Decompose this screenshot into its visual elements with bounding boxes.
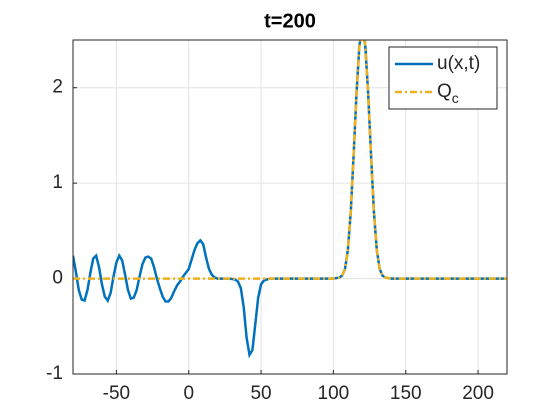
legend-box xyxy=(388,46,498,110)
y-tick-label: 2 xyxy=(52,77,63,98)
y-tick-label: 0 xyxy=(52,268,63,289)
legend: u(x,t) Qc xyxy=(388,46,498,110)
plot-lines xyxy=(73,40,507,359)
y-tick-label: 1 xyxy=(52,172,63,193)
x-tick-label: 50 xyxy=(250,383,271,404)
chart-title: t=200 xyxy=(264,10,316,32)
legend-label: Qc xyxy=(437,81,459,106)
y-tick-label: -1 xyxy=(46,363,63,384)
legend-label-sub: c xyxy=(452,90,459,106)
legend-label-part: Q xyxy=(437,81,452,102)
series-line xyxy=(73,40,507,280)
x-tick-label: 200 xyxy=(462,383,494,404)
legend-label: u(x,t) xyxy=(437,53,480,74)
x-tick-label: -50 xyxy=(103,383,130,404)
x-tick-label: 100 xyxy=(318,383,350,404)
axes-box xyxy=(72,39,508,375)
x-tick-label: 0 xyxy=(183,383,194,404)
x-tick-label: 150 xyxy=(390,383,422,404)
